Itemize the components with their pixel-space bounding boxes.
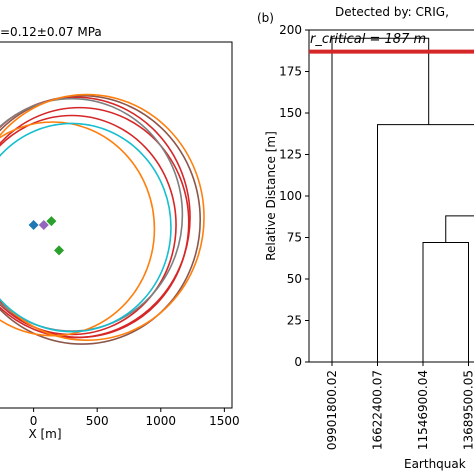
dendrogram-link-2 xyxy=(377,124,474,362)
y-tick-label-5: 125 xyxy=(279,148,302,162)
critical-label: r_critical = 187 m xyxy=(310,32,426,47)
x-tick-label-3: 1500 xyxy=(209,414,240,428)
y-tick-label-3: 75 xyxy=(287,231,302,245)
x-tick-label-0: 0 xyxy=(30,414,38,428)
panel-b-label: (b) xyxy=(257,11,274,25)
epicenter-point-1 xyxy=(38,220,49,230)
panel-a-title: =0.12±0.07 MPa xyxy=(0,25,102,39)
epicenter-point-0 xyxy=(28,220,39,230)
x-axis-label-b: Earthquak xyxy=(404,457,466,471)
y-tick-label-6: 150 xyxy=(279,106,302,120)
y-tick-label-4: 100 xyxy=(279,189,302,203)
x-tick-label-2: 1000 xyxy=(146,414,177,428)
dendrogram-link-0 xyxy=(422,241,469,362)
panel-b-title: Detected by: CRIG, xyxy=(335,5,449,19)
panel-a: =0.12±0.07 MPa 0 500 1000 1500 X [m] xyxy=(0,25,240,441)
y-tick-label-7: 175 xyxy=(279,65,302,79)
points-layer xyxy=(28,216,65,256)
dendrogram-link-1 xyxy=(445,215,474,243)
circle-6 xyxy=(0,121,156,337)
y-tick-label-2: 50 xyxy=(287,272,302,286)
leaf-label-1: 16622400.07 xyxy=(371,370,385,450)
x-ticks: 0 500 1000 1500 xyxy=(30,408,240,428)
y-ticks: 0 25 50 75 100 125 150 175 200 xyxy=(279,23,309,369)
dendrogram-links xyxy=(331,37,474,362)
leaf-labels: 09901800.02 16622400.07 11546900.04 1368950… xyxy=(325,362,474,450)
leaf-label-0: 09901800.02 xyxy=(325,370,339,450)
y-axis-label: Relative Distance [m] xyxy=(264,131,278,261)
circles-layer xyxy=(0,93,205,345)
epicenter-point-3 xyxy=(54,245,65,256)
y-tick-label-0: 0 xyxy=(294,355,302,369)
y-tick-label-1: 25 xyxy=(287,314,302,328)
x-axis-label: X [m] xyxy=(28,427,61,441)
panel-a-frame xyxy=(0,41,233,409)
circle-5 xyxy=(0,93,205,341)
circle-1 xyxy=(0,106,190,339)
epicenter-point-2 xyxy=(46,216,57,227)
circle-2 xyxy=(0,114,177,336)
x-tick-label-1: 500 xyxy=(86,414,109,428)
leaf-label-2: 11546900.04 xyxy=(416,370,430,450)
circle-3 xyxy=(0,94,201,345)
circle-7 xyxy=(0,122,172,333)
panel-b: (b) Detected by: CRIG, 0 25 50 75 100 125 150 1… xyxy=(257,5,474,471)
dendrogram-link-3 xyxy=(331,37,430,362)
leaf-label-3: 13689500.05 xyxy=(462,370,474,450)
y-tick-label-8: 200 xyxy=(279,23,302,37)
